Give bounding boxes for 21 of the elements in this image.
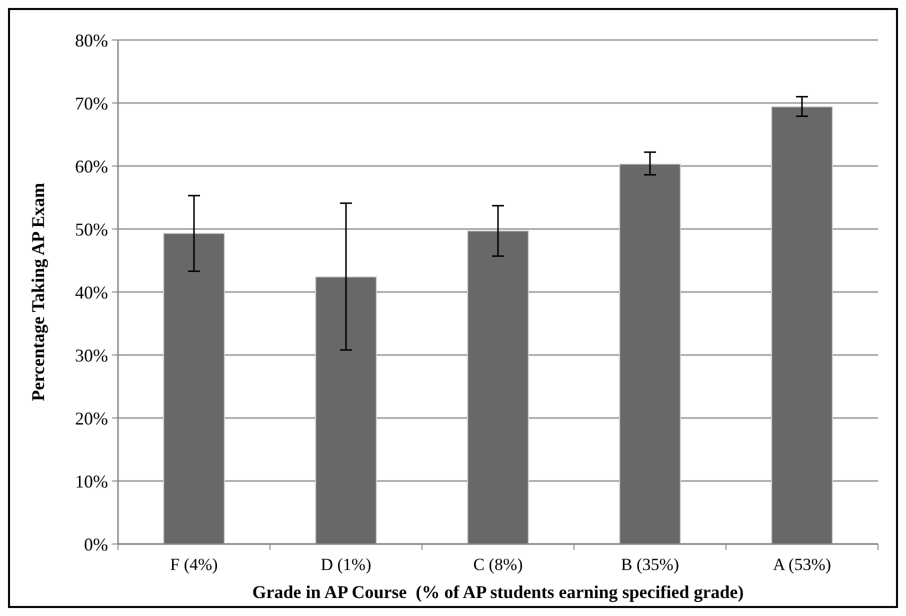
y-tick-label: 60% [75, 156, 108, 176]
x-tick-label: A (53%) [772, 555, 832, 574]
x-tick-label: D (1%) [320, 555, 372, 574]
bar [315, 276, 377, 544]
x-tick-label: C (8%) [473, 555, 523, 574]
y-tick-label: 0% [84, 534, 108, 554]
y-tick-label: 80% [75, 30, 108, 50]
y-tick-label: 20% [75, 408, 108, 428]
bar [771, 106, 833, 544]
y-tick-label: 50% [75, 219, 108, 240]
y-tick-label: 30% [75, 345, 108, 366]
y-tick-label: 70% [75, 93, 108, 114]
x-tick-label: B (35%) [620, 555, 680, 574]
x-tick-label: F (4%) [170, 555, 218, 574]
bar [467, 230, 529, 544]
bar [163, 232, 225, 544]
bar [619, 164, 681, 544]
y-axis-title: Percentage Taking AP Exam [28, 182, 48, 402]
y-tick-label: 40% [75, 282, 108, 302]
x-axis-title: Grade in AP Course (% of AP students earning specified grade) [252, 582, 744, 602]
y-tick-label: 10% [75, 471, 108, 492]
